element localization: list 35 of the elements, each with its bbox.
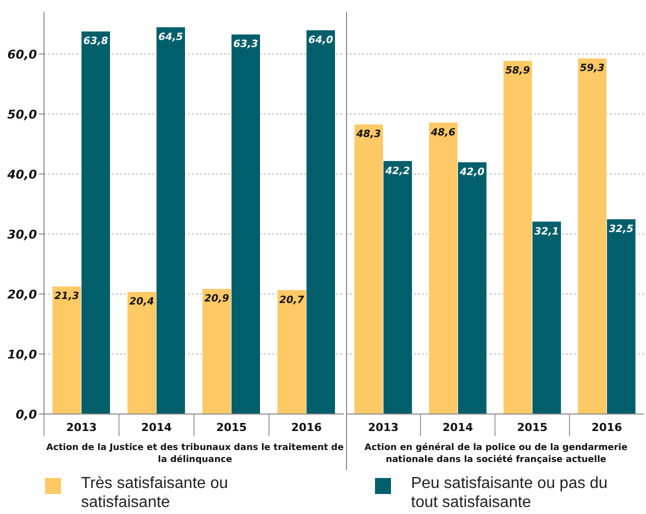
x-axis-title: Action de la Justice et des tribunaux dans le traitement de la délinquance	[45, 442, 345, 466]
legend-label: Peu satisfaisante ou pas du tout satisfaisante	[411, 474, 609, 512]
text: 64,0	[308, 35, 334, 46]
x-tick-label: 2013	[368, 421, 399, 434]
x-tick-label: 2016	[591, 421, 622, 434]
x-axis-title: Action en général de la police ou de la gendarmerie nationale dans la société française actuelle	[364, 442, 628, 466]
text: 21,3	[54, 291, 80, 302]
text: 20,7	[279, 294, 304, 306]
text: 58,9	[505, 66, 530, 77]
y-tick-label: 30,0	[7, 227, 37, 242]
y-tick-label: 50,0	[7, 107, 37, 122]
y-tick-label: 20,0	[7, 287, 37, 302]
text: 42,0	[460, 167, 485, 178]
text: 42,2	[385, 166, 410, 177]
text: 20,4	[129, 296, 154, 308]
text: 64,5	[158, 32, 184, 43]
text: 20,9	[204, 294, 230, 305]
text: 32,5	[608, 224, 634, 235]
x-tick-label: 2014	[442, 421, 474, 434]
y-tick-label: 0,0	[16, 407, 37, 422]
text: 32,1	[534, 226, 560, 238]
legend-label: Très satisfaisante ou satisfaisante	[81, 474, 230, 512]
y-tick-label: 40,0	[6, 167, 37, 182]
x-tick-label: 2013	[66, 421, 97, 434]
x-tick-label: 2015	[216, 421, 247, 434]
x-tick-label: 2014	[141, 421, 172, 434]
x-tick-label: 2015	[516, 421, 548, 434]
text: 63,8	[83, 36, 108, 48]
text: 48,6	[430, 127, 456, 138]
text: 48,3	[356, 129, 382, 140]
y-tick-label: 60,0	[7, 47, 37, 62]
text: 63,3	[233, 39, 258, 50]
x-tick-label: 2016	[291, 421, 322, 434]
y-tick-label: 10,0	[7, 347, 37, 362]
text: 59,3	[580, 63, 605, 74]
